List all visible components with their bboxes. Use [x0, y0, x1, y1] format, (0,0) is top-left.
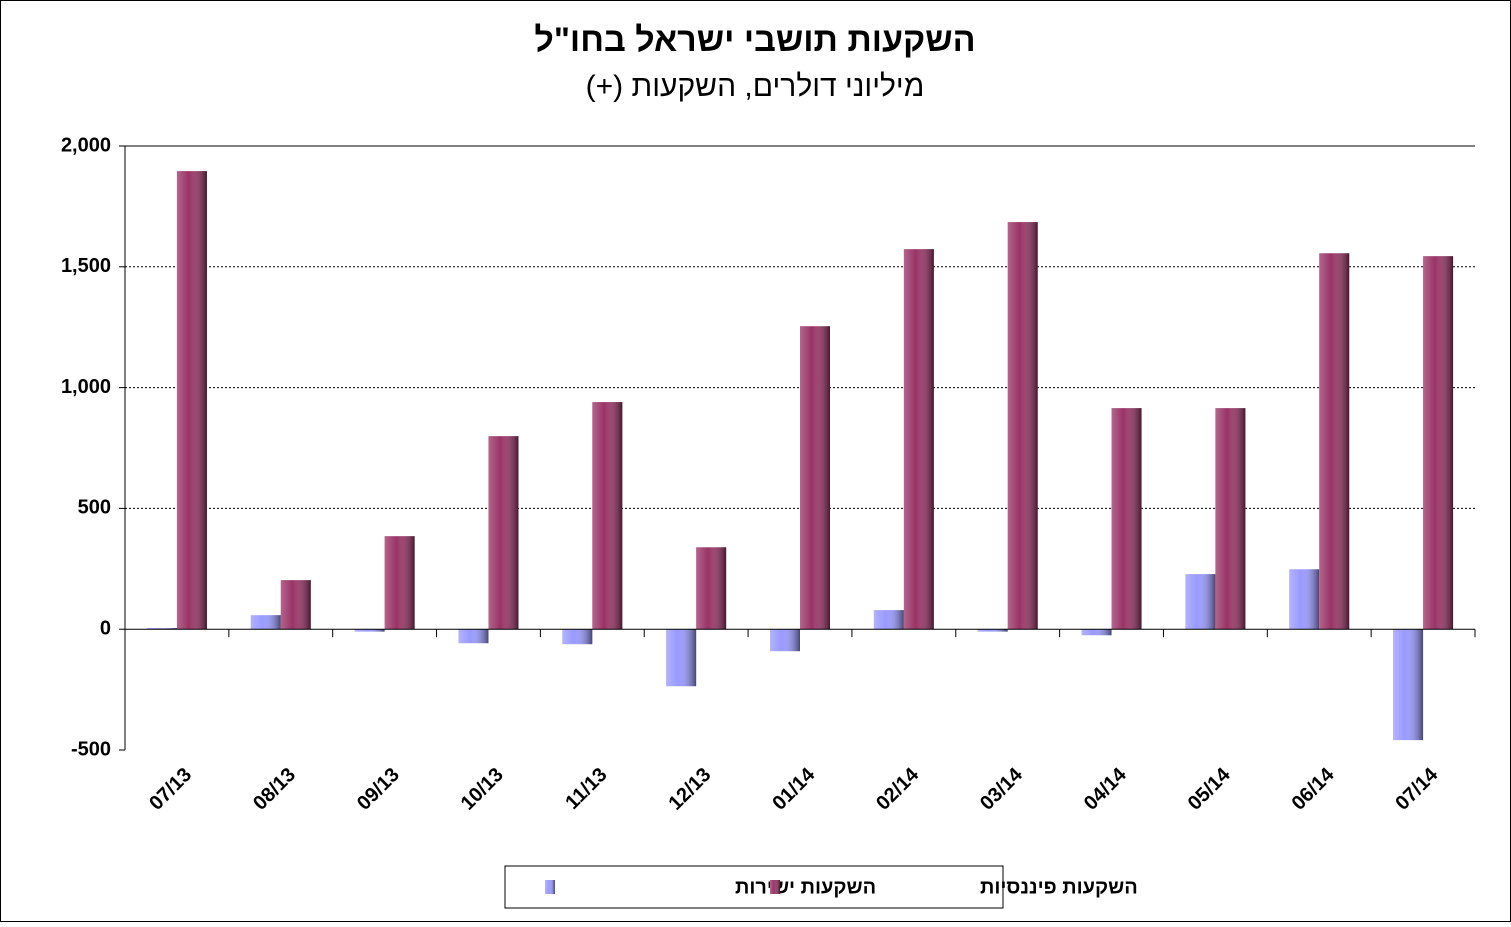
bar: [176, 171, 207, 630]
bar: [1111, 408, 1142, 630]
legend-box: [504, 865, 1004, 909]
bar: [903, 249, 934, 630]
bar: [592, 402, 623, 630]
y-tick-label: 1,000: [61, 376, 111, 398]
legend-label: השקעות ישירות: [735, 876, 876, 898]
bar: [488, 436, 519, 630]
chart-subtitle: מיליוני דולרים, השקעות (+): [586, 70, 925, 103]
y-tick-label: 1,500: [61, 255, 111, 277]
bar: [666, 629, 697, 687]
y-tick-label: 0: [100, 617, 111, 639]
y-tick-label: 500: [78, 497, 111, 519]
bar: [1423, 256, 1454, 630]
bar: [280, 580, 311, 630]
bar: [250, 615, 281, 630]
bar: [562, 629, 593, 645]
bar: [770, 629, 800, 652]
bar: [1319, 253, 1350, 630]
bar: [458, 629, 489, 644]
legend-label: השקעות פיננסיות: [980, 876, 1138, 898]
legend-swatch-shade: [770, 880, 780, 894]
y-tick-label: -500: [71, 738, 111, 760]
bar: [800, 326, 830, 630]
bar: [1185, 574, 1216, 630]
bar: [1081, 629, 1112, 636]
bar: [873, 610, 904, 630]
bar: [384, 536, 415, 630]
bar: [1215, 408, 1246, 630]
legend-swatch-shade: [545, 880, 555, 894]
bar: [1289, 569, 1320, 630]
chart-title: השקעות תושבי ישראל בחו"ל: [534, 21, 975, 59]
bar: [696, 547, 727, 630]
y-tick-label: 2,000: [61, 134, 111, 156]
bar: [1007, 222, 1038, 630]
bar: [1393, 629, 1424, 741]
